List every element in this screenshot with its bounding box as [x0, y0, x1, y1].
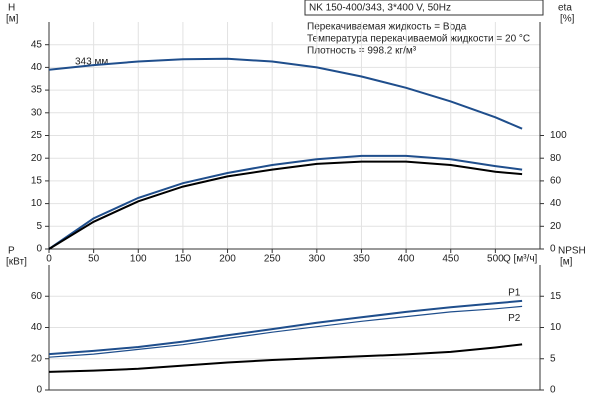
y2-axis-label: NPSH — [558, 246, 586, 257]
y-tick-label: 30 — [31, 107, 43, 118]
y-tick-label: 0 — [36, 244, 42, 255]
y-tick-label: 0 — [36, 385, 42, 396]
y2-tick-label: 5 — [550, 353, 556, 364]
y2-tick-label: 80 — [550, 153, 562, 164]
x-tick-label: 300 — [308, 254, 325, 265]
series-line — [48, 305, 523, 358]
y-axis-label: H — [8, 3, 15, 14]
series-line — [48, 299, 523, 356]
x-tick-label: 150 — [175, 254, 192, 265]
annotation: Температура перекачиваемой жидкости = 20… — [307, 34, 530, 45]
x-tick-label: 250 — [264, 254, 281, 265]
y-tick-label: 60 — [31, 291, 43, 302]
series-line — [48, 154, 523, 250]
y-tick-label: 10 — [31, 198, 43, 209]
y-axis-unit: [кВт] — [6, 257, 27, 268]
y-tick-label: 5 — [36, 221, 42, 232]
y-axis-unit: [м] — [6, 14, 19, 25]
y2-tick-label: 20 — [550, 221, 562, 232]
x-tick-label: 200 — [219, 254, 236, 265]
series-line — [48, 160, 523, 250]
y-tick-label: 25 — [31, 130, 43, 141]
x-tick-label: 0 — [46, 254, 52, 265]
series-line — [48, 57, 523, 130]
x-tick-label: 500 — [487, 254, 504, 265]
x-tick-label: 400 — [398, 254, 415, 265]
y2-axis-unit: [м] — [560, 257, 573, 268]
y2-tick-label: 100 — [550, 130, 567, 141]
y-tick-label: 35 — [31, 85, 43, 96]
y-tick-label: 15 — [31, 176, 43, 187]
y-axis-label: P — [8, 246, 15, 257]
x-tick-label: 450 — [442, 254, 459, 265]
x-axis-label: Q [м³/ч] — [503, 254, 538, 265]
y-tick-label: 40 — [31, 62, 43, 73]
y2-tick-label: 60 — [550, 176, 562, 187]
y-tick-label: 20 — [31, 353, 43, 364]
x-tick-label: 100 — [130, 254, 147, 265]
y2-tick-label: 15 — [550, 291, 562, 302]
impeller-annotation: 343 мм — [75, 57, 108, 68]
y2-axis-label: eta — [558, 3, 572, 14]
legend-label: P1 — [508, 288, 521, 299]
y2-tick-label: 0 — [550, 385, 556, 396]
y-tick-label: 45 — [31, 39, 43, 50]
y2-axis-unit: [%] — [560, 14, 575, 25]
y2-tick-label: 0 — [550, 244, 556, 255]
legend-label: P2 — [508, 313, 521, 324]
y-tick-label: 20 — [31, 153, 43, 164]
annotation: Перекачиваемая жидкость = Вода — [307, 22, 467, 33]
x-tick-label: 350 — [353, 254, 370, 265]
y2-tick-label: 40 — [550, 198, 562, 209]
y2-tick-label: 10 — [550, 322, 562, 333]
title-box — [304, 0, 544, 16]
y-tick-label: 40 — [31, 322, 43, 333]
chart-title: NK 150-400/343, 3*400 V, 50Hz — [309, 3, 451, 14]
x-tick-label: 50 — [88, 254, 100, 265]
series-line — [48, 343, 523, 373]
